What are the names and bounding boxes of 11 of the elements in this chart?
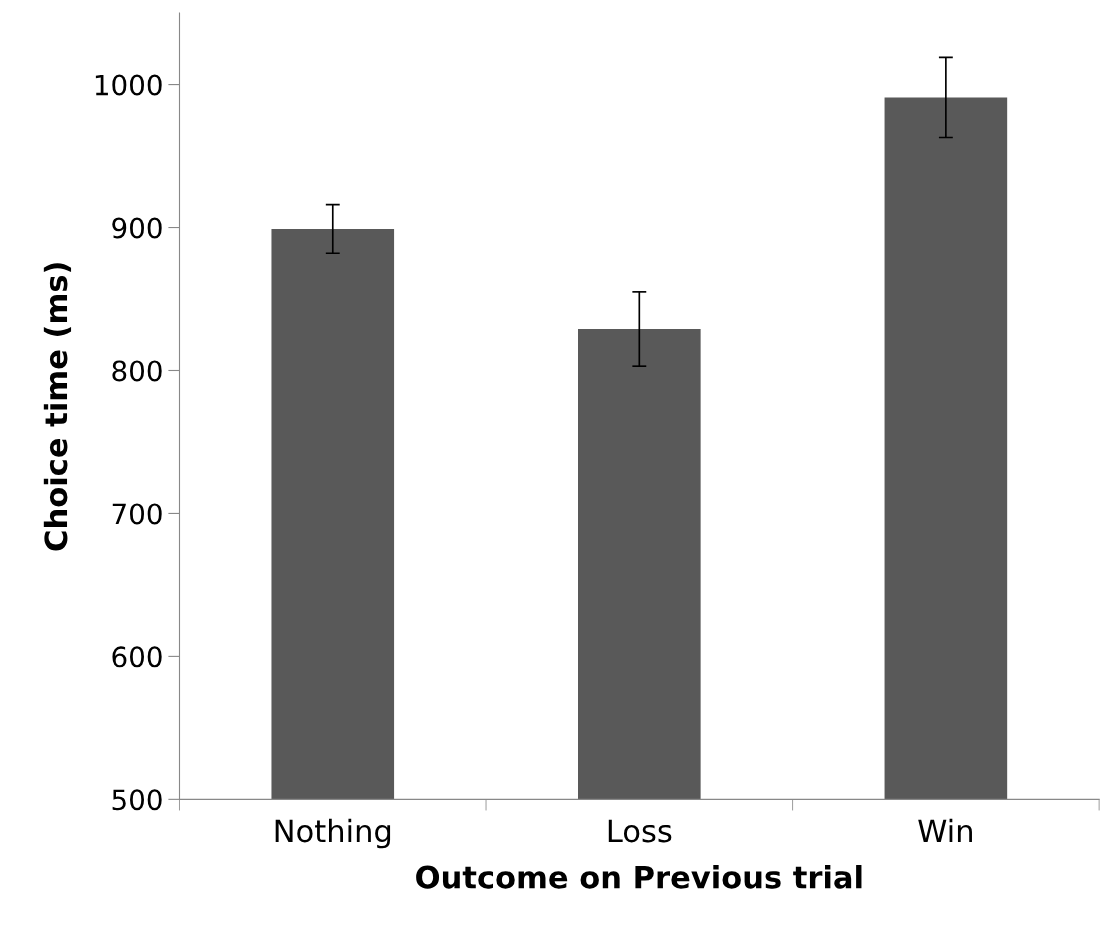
y-axis-title: Choice time (ms) (43, 263, 72, 551)
x-tick-label: Loss (608, 819, 672, 843)
x-axis-title: Outcome on Previous trial (416, 865, 862, 889)
y-tick-label: 800 (112, 360, 162, 382)
y-tick-label: 600 (112, 646, 162, 668)
y-tick-label: 700 (112, 503, 162, 525)
x-tick-label: Win (918, 818, 972, 843)
x-tick-label: Nothing (275, 818, 391, 849)
y-tick-label: 900 (112, 217, 162, 239)
y-tick-label: 1000 (95, 74, 162, 96)
y-tick-label: 500 (112, 789, 162, 811)
